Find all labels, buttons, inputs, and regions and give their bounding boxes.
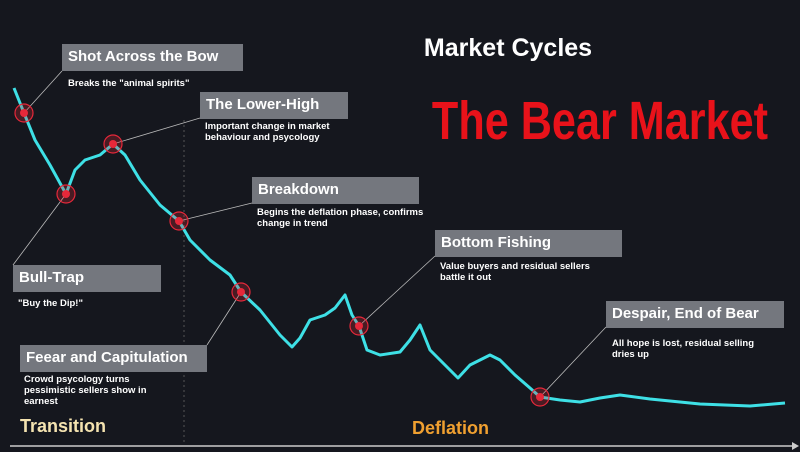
connector [178,202,253,222]
stage-description: All hope is lost, residual selling dries… [612,338,755,360]
stage-label: Shot Across the Bow [62,44,243,71]
stage-label: Breakdown [252,177,419,204]
stage-label: Despair, End of Bear [606,301,784,328]
marker-dot [109,140,117,148]
title: Market Cycles [423,34,593,62]
stage-description: Crowd psycology turns pessimistic seller… [24,374,147,407]
marker-dot [536,393,544,401]
stage-description: Breaks the "animal spirits" [68,78,190,89]
stage-label: The Lower-High [200,92,348,119]
marker-dot [237,288,245,296]
marker-dot [62,190,70,198]
connector [12,193,67,266]
stage-description: "Buy the Dip!" [18,298,83,309]
marker-dot [355,322,363,330]
stage-markers [12,70,607,407]
stage-label: Bull-Trap [13,265,161,292]
phase-label: Transition [20,416,107,436]
stage-description: Begins the deflation phase, confirms cha… [257,207,424,229]
marker-dot [20,109,28,117]
connector [112,117,201,145]
stage-label: Feear and Capitulation [20,345,207,372]
subtitle: The Bear Market [431,91,769,151]
connector [358,255,436,327]
marker-dot [175,217,183,225]
stage-description: Important change in market behaviour and… [205,121,330,143]
axis-arrow [792,442,799,450]
connector [206,291,242,346]
stage-label: Bottom Fishing [435,230,622,257]
stage-description: Value buyers and residual sellers battle… [440,261,590,283]
connector [539,326,607,398]
phase-label: Deflation [412,418,490,438]
